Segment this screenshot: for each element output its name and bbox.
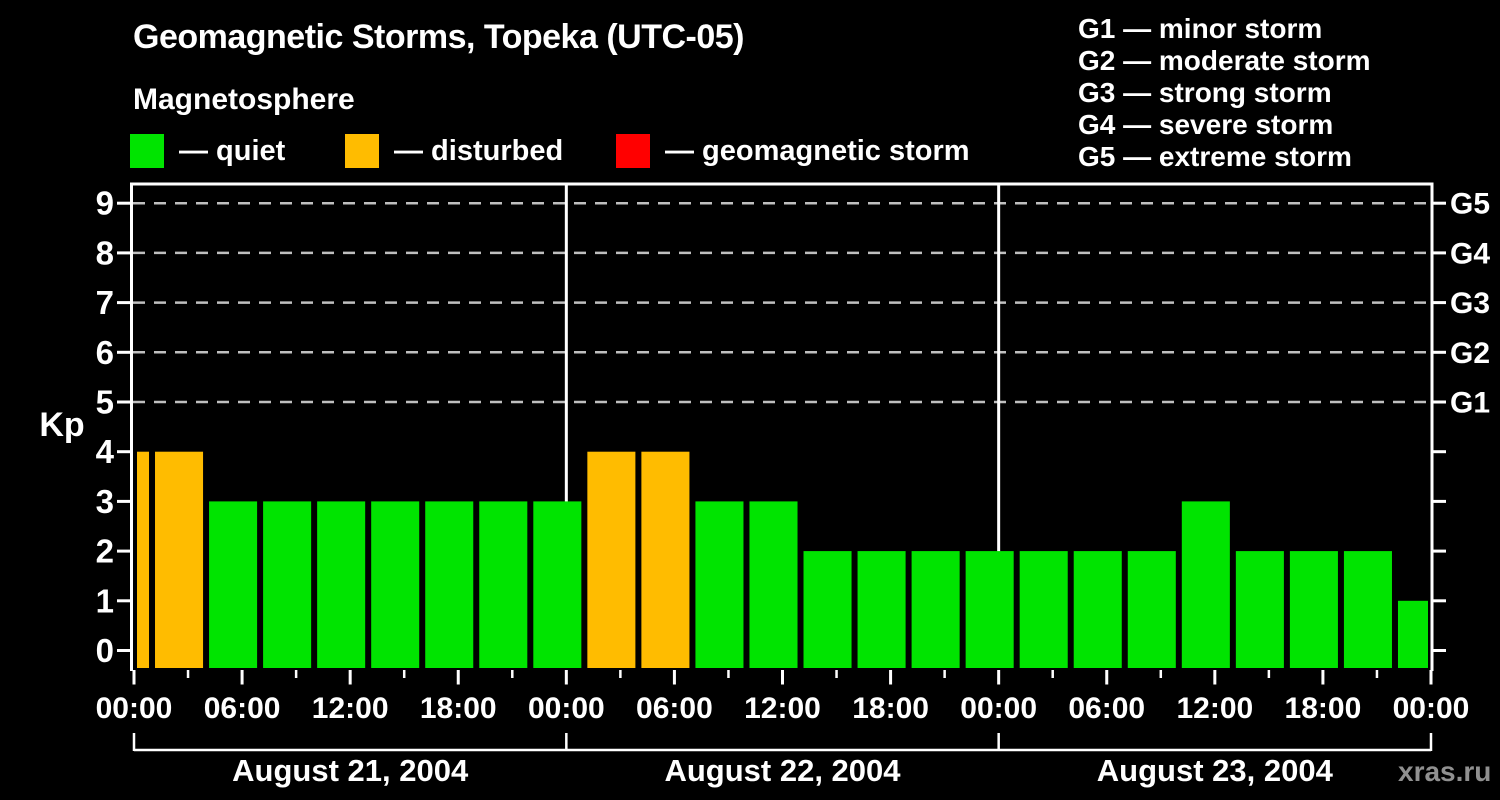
g-scale-label: G4 bbox=[1450, 237, 1490, 270]
kp-bar bbox=[317, 501, 366, 668]
storm-scale-legend-line: G4 — severe storm bbox=[1078, 109, 1334, 140]
y-axis-tick-label: 9 bbox=[96, 185, 114, 222]
y-axis-tick-label: 5 bbox=[96, 384, 114, 421]
kp-bar bbox=[1073, 551, 1122, 668]
disturbed-color-swatch bbox=[345, 134, 379, 168]
kp-bar bbox=[1181, 501, 1230, 668]
kp-bar bbox=[479, 501, 528, 668]
kp-bar bbox=[137, 451, 150, 668]
storm-scale-legend-line: G3 — strong storm bbox=[1078, 77, 1332, 108]
time-tick-label: 06:00 bbox=[204, 692, 281, 725]
kp-bar bbox=[263, 501, 312, 668]
time-tick-label: 00:00 bbox=[960, 692, 1037, 725]
y-axis-tick-label: 4 bbox=[96, 433, 115, 470]
date-label: August 23, 2004 bbox=[1097, 753, 1334, 788]
kp-bar bbox=[425, 501, 474, 668]
time-tick-label: 18:00 bbox=[1285, 692, 1362, 725]
kp-bar bbox=[857, 551, 906, 668]
kp-bar bbox=[155, 451, 204, 668]
y-axis-tick-label: 8 bbox=[96, 234, 114, 271]
kp-bar bbox=[1289, 551, 1338, 668]
time-tick-label: 12:00 bbox=[744, 692, 821, 725]
kp-bar bbox=[587, 451, 636, 668]
time-tick-label: 12:00 bbox=[312, 692, 389, 725]
legend-item-storm: — geomagnetic storm bbox=[616, 134, 970, 168]
page-title: Geomagnetic Storms, Topeka (UTC-05) bbox=[133, 18, 745, 56]
g-scale-label: G3 bbox=[1450, 287, 1490, 320]
legend-item-disturbed: — disturbed bbox=[345, 134, 563, 168]
kp-axis-title: Kp bbox=[39, 406, 84, 444]
legend-label: — quiet bbox=[179, 135, 286, 167]
y-axis-tick-label: 2 bbox=[96, 533, 114, 570]
kp-bar bbox=[695, 501, 744, 668]
y-axis-tick-label: 6 bbox=[96, 334, 114, 371]
time-tick-label: 06:00 bbox=[636, 692, 713, 725]
time-tick-label: 00:00 bbox=[1393, 692, 1470, 725]
storm-scale-legend-line: G1 — minor storm bbox=[1078, 13, 1323, 44]
time-tick-label: 00:00 bbox=[96, 692, 173, 725]
y-axis-tick-label: 1 bbox=[96, 582, 114, 619]
kp-bar bbox=[1127, 551, 1176, 668]
legend-label: — geomagnetic storm bbox=[665, 135, 970, 167]
g-scale-label: G5 bbox=[1450, 188, 1490, 221]
kp-bar bbox=[641, 451, 690, 668]
kp-bar bbox=[371, 501, 420, 668]
kp-bar bbox=[1343, 551, 1392, 668]
date-label: August 21, 2004 bbox=[232, 753, 469, 788]
kp-bar bbox=[911, 551, 960, 668]
storm-scale-legend: G1 — minor storm G2 — moderate storm G3 — … bbox=[1078, 13, 1371, 173]
kp-bar bbox=[209, 501, 258, 668]
time-tick-label: 00:00 bbox=[528, 692, 605, 725]
kp-bar bbox=[803, 551, 852, 668]
date-label: August 22, 2004 bbox=[664, 753, 901, 788]
time-tick-label: 18:00 bbox=[852, 692, 929, 725]
legend-item-quiet: — quiet bbox=[130, 134, 285, 168]
kp-bar bbox=[1235, 551, 1284, 668]
storm-color-swatch bbox=[616, 134, 650, 168]
storm-scale-legend-line: G2 — moderate storm bbox=[1078, 45, 1371, 76]
status-legend: — quiet — disturbed — geomagnetic storm bbox=[0, 134, 1000, 170]
time-tick-label: 18:00 bbox=[420, 692, 497, 725]
storm-scale-legend-line: G5 — extreme storm bbox=[1078, 141, 1352, 172]
g-scale-label: G2 bbox=[1450, 337, 1490, 370]
time-tick-label: 12:00 bbox=[1176, 692, 1253, 725]
kp-bar bbox=[965, 551, 1014, 668]
time-tick-label: 06:00 bbox=[1068, 692, 1145, 725]
y-axis-tick-label: 7 bbox=[96, 284, 114, 321]
quiet-color-swatch bbox=[130, 134, 164, 168]
kp-bar bbox=[1397, 600, 1428, 668]
g-scale-label: G1 bbox=[1450, 387, 1490, 420]
kp-bar bbox=[533, 501, 582, 668]
chart-subtitle: Magnetosphere bbox=[133, 83, 355, 116]
watermark-text: xras.ru bbox=[1398, 756, 1492, 787]
y-axis-tick-label: 3 bbox=[96, 483, 114, 520]
y-axis-tick-label: 0 bbox=[96, 632, 114, 669]
kp-bar bbox=[1019, 551, 1068, 668]
legend-label: — disturbed bbox=[394, 135, 564, 167]
kp-bar bbox=[749, 501, 798, 668]
